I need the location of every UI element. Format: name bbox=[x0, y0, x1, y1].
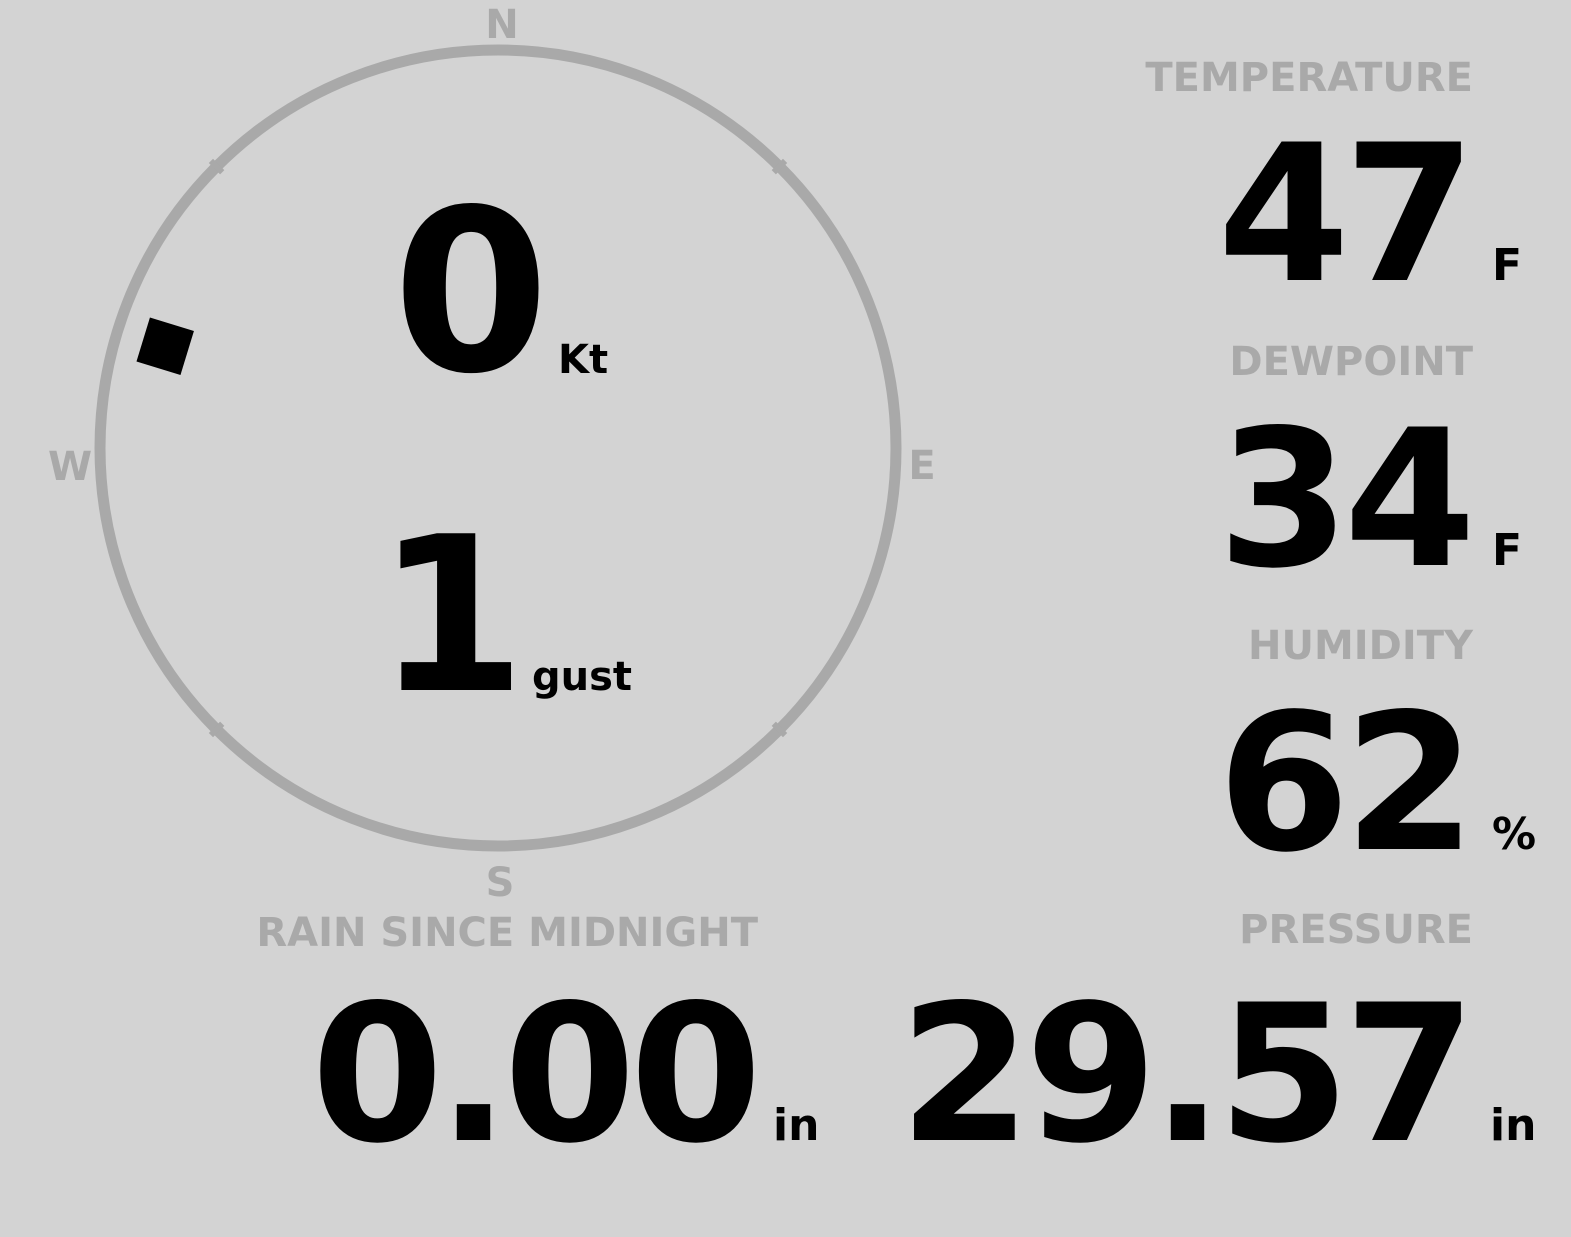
rain-panel: RAIN SINCE MIDNIGHT 0.00 in bbox=[256, 910, 819, 1185]
compass-label-south: S bbox=[486, 860, 515, 906]
rain-value: 0.00 bbox=[311, 964, 756, 1185]
wind-speed-value: 0 bbox=[393, 162, 544, 424]
pressure-value: 29.57 bbox=[899, 964, 1470, 1185]
wind-speed-unit: Kt bbox=[558, 337, 608, 383]
humidity-value: 62 bbox=[1218, 673, 1470, 894]
compass-tick bbox=[771, 158, 788, 175]
compass-label-north: N bbox=[485, 2, 518, 48]
dewpoint-label: DEWPOINT bbox=[1229, 339, 1473, 385]
humidity-label: HUMIDITY bbox=[1248, 623, 1474, 669]
pressure-label: PRESSURE bbox=[1239, 907, 1473, 953]
dewpoint-value: 34 bbox=[1218, 389, 1470, 610]
temperature-value: 47 bbox=[1218, 104, 1470, 325]
dewpoint-unit: F bbox=[1492, 525, 1522, 576]
rain-label: RAIN SINCE MIDNIGHT bbox=[256, 910, 758, 956]
compass-ticks bbox=[208, 158, 788, 738]
pressure-panel: PRESSURE 29.57 in bbox=[899, 907, 1536, 1185]
compass-tick bbox=[771, 721, 788, 738]
humidity-unit: % bbox=[1492, 809, 1536, 860]
compass-label-west: W bbox=[48, 444, 92, 490]
temperature-unit: F bbox=[1492, 240, 1522, 291]
compass-label-east: E bbox=[908, 443, 935, 489]
compass-tick bbox=[208, 158, 225, 175]
compass-ring bbox=[94, 44, 902, 852]
temperature-label: TEMPERATURE bbox=[1145, 55, 1473, 101]
dewpoint-panel: DEWPOINT 34 F bbox=[1218, 339, 1522, 610]
compass-tick bbox=[208, 721, 225, 738]
rain-unit: in bbox=[773, 1100, 819, 1151]
humidity-panel: HUMIDITY 62 % bbox=[1218, 623, 1537, 894]
wind-compass: N E S W 0 Kt 1 gust bbox=[48, 2, 936, 906]
pressure-unit: in bbox=[1490, 1100, 1536, 1151]
temperature-panel: TEMPERATURE 47 F bbox=[1145, 55, 1522, 325]
wind-gust-value: 1 bbox=[376, 490, 520, 741]
wind-gust-unit: gust bbox=[532, 654, 632, 700]
wind-direction-marker bbox=[136, 317, 194, 375]
